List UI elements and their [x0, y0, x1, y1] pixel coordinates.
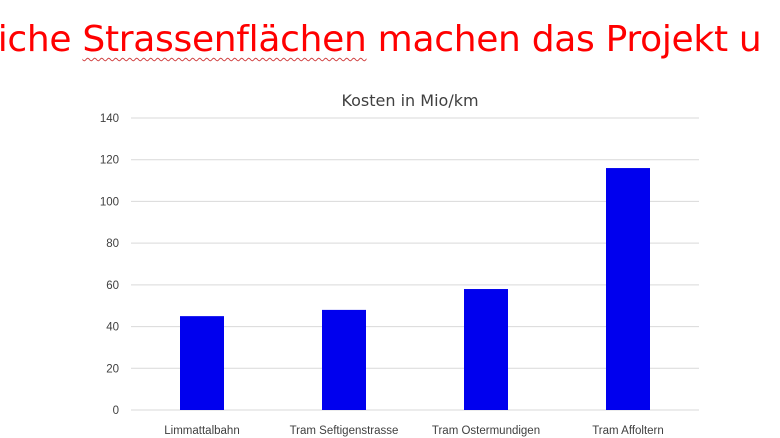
y-tick-label: 80 — [106, 238, 119, 250]
y-tick-label: 0 — [113, 405, 119, 417]
bar-tram-seftigenstrasse — [322, 309, 366, 410]
x-axis-categories: Limmattalbahn Tram Seftigenstrasse Tram Os… — [164, 425, 664, 437]
y-tick-label: 140 — [100, 113, 119, 125]
x-category-label: Tram Affoltern — [592, 425, 664, 437]
bar-tram-affoltern — [606, 168, 650, 410]
y-tick-label: 20 — [106, 363, 119, 375]
x-category-label: Limmattalbahn — [164, 425, 239, 437]
chart-title: Kosten in Mio/km — [341, 91, 478, 110]
y-axis-ticks: 0 20 40 60 80 100 120 140 — [100, 113, 119, 417]
bar-tram-ostermundigen — [464, 289, 508, 410]
x-category-label: Tram Seftigenstrasse — [290, 425, 399, 437]
y-tick-label: 100 — [100, 196, 119, 208]
gridlines — [131, 117, 699, 411]
slide-title: liche Strassenflächen machen das Projekt… — [0, 19, 762, 60]
bar-limmattalbahn — [180, 316, 224, 410]
bars — [180, 168, 650, 410]
slide-title-prefix: liche — [0, 19, 72, 60]
y-tick-label: 40 — [106, 322, 119, 334]
y-tick-label: 120 — [100, 155, 119, 167]
slide-title-suffix: machen das Projekt u — [366, 19, 762, 60]
x-category-label: Tram Ostermundigen — [432, 425, 540, 437]
y-tick-label: 60 — [106, 280, 119, 292]
slide-title-flagged-word: Strassenflächen — [82, 19, 367, 60]
